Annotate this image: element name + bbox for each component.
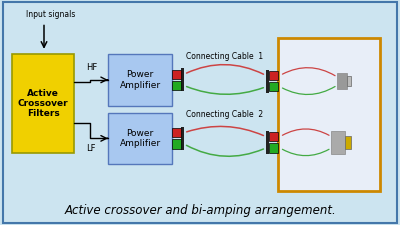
Bar (332, 131, 346, 153)
Text: Connecting Cable  2: Connecting Cable 2 (186, 110, 264, 119)
Bar (266, 131, 269, 154)
Text: Input signals: Input signals (26, 10, 75, 19)
Bar (347, 76, 352, 86)
Text: Power
Amplifier: Power Amplifier (120, 70, 160, 90)
Bar (338, 73, 347, 89)
Bar (269, 82, 278, 91)
Bar (108, 54, 172, 106)
Text: LF: LF (86, 144, 96, 153)
Bar (266, 70, 269, 92)
Bar (269, 71, 278, 80)
Text: Active
Crossover
Filters: Active Crossover Filters (18, 89, 68, 118)
Bar (172, 139, 181, 149)
Bar (12, 54, 74, 153)
Bar (346, 135, 352, 149)
Text: Connecting Cable  1: Connecting Cable 1 (186, 52, 264, 61)
Bar (269, 143, 278, 153)
Bar (278, 38, 380, 191)
Text: Power
Amplifier: Power Amplifier (120, 129, 160, 148)
Text: HF: HF (86, 63, 97, 72)
Bar (269, 132, 278, 141)
Bar (172, 128, 181, 137)
Bar (108, 112, 172, 164)
Text: Active crossover and bi-amping arrangement.: Active crossover and bi-amping arrangeme… (64, 204, 336, 217)
Bar (172, 81, 181, 90)
Bar (172, 70, 181, 79)
Bar (181, 127, 184, 150)
Bar (181, 68, 184, 91)
